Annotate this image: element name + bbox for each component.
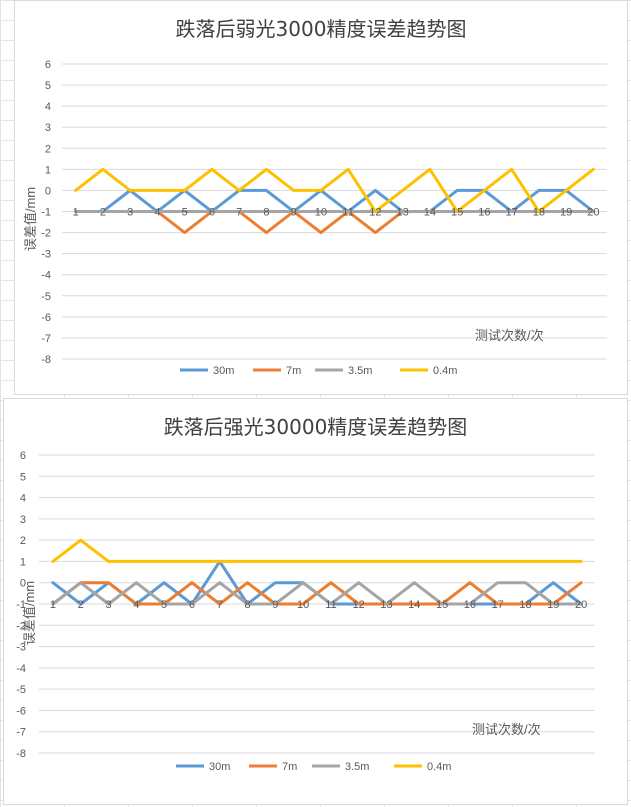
y-tick-label: 4: [45, 101, 51, 113]
legend-label: 30m: [209, 761, 230, 773]
x-tick-label: 4: [154, 207, 160, 219]
x-tick-label: 6: [189, 599, 195, 611]
y-tick-label: 1: [45, 164, 51, 176]
legend-label: 7m: [286, 365, 301, 377]
y-tick-label: 3: [20, 514, 26, 526]
y-tick-label: 4: [20, 493, 26, 505]
y-tick-label: -6: [16, 705, 26, 717]
y-tick-label: -2: [16, 620, 26, 632]
x-tick-label: 19: [547, 599, 559, 611]
x-tick-label: 13: [397, 207, 409, 219]
x-axis-title: 测试次数/次: [475, 328, 544, 343]
x-tick-label: 3: [105, 599, 111, 611]
x-tick-label: 11: [342, 207, 353, 219]
x-tick-label: 12: [369, 207, 381, 219]
x-tick-label: 17: [506, 207, 518, 219]
y-tick-label: -7: [16, 727, 26, 739]
x-tick-label: 4: [133, 599, 139, 611]
x-axis-title: 测试次数/次: [472, 722, 541, 737]
x-tick-label: 17: [492, 599, 504, 611]
y-tick-label: -2: [41, 228, 51, 240]
y-tick-label: 2: [20, 535, 26, 547]
y-tick-label: -4: [41, 270, 51, 282]
chart-title: 跌落后强光30000精度误差趋势图: [163, 415, 468, 439]
x-tick-label: 1: [50, 599, 56, 611]
legend-label: 30m: [213, 365, 234, 377]
x-tick-label: 13: [380, 599, 392, 611]
y-tick-label: -8: [16, 748, 26, 760]
x-tick-label: 16: [464, 599, 476, 611]
y-tick-label: 2: [45, 143, 51, 155]
x-tick-label: 7: [236, 207, 242, 219]
x-tick-label: 14: [424, 207, 436, 219]
legend-label: 0.4m: [427, 761, 451, 773]
legend-label: 3.5m: [348, 365, 372, 377]
y-tick-label: 3: [45, 122, 51, 134]
x-tick-label: 7: [217, 599, 223, 611]
y-tick-label: 0: [20, 578, 26, 590]
series-line-0.4m: [74, 167, 595, 213]
x-tick-label: 10: [315, 207, 327, 219]
x-tick-label: 2: [100, 207, 106, 219]
x-tick-label: 16: [478, 207, 490, 219]
y-tick-label: -5: [16, 684, 26, 696]
chart-title: 跌落后弱光3000精度误差趋势图: [175, 17, 467, 41]
x-tick-label: 19: [560, 207, 572, 219]
x-tick-label: 2: [78, 599, 84, 611]
x-tick-label: 14: [408, 599, 420, 611]
chart-panel-weak-light: 跌落后弱光3000精度误差趋势图 6 5 4 3 2 1 0 -1 -2 -3 -4 -5 -6 -7 -8…: [14, 0, 628, 395]
x-tick-label: 3: [127, 207, 133, 219]
x-tick-label: 8: [263, 207, 269, 219]
y-tick-label: 6: [45, 59, 51, 71]
x-tick-label: 11: [325, 599, 336, 611]
y-tick-label: 0: [45, 185, 51, 197]
y-tick-label: -1: [41, 207, 51, 219]
y-axis-title: 误差值/mm: [23, 187, 38, 251]
x-tick-label: 1: [73, 207, 79, 219]
x-tick-label: 20: [587, 207, 599, 219]
legend-label: 7m: [282, 761, 297, 773]
x-tick-label: 10: [297, 599, 309, 611]
legend-label: 3.5m: [345, 761, 369, 773]
y-tick-label: 5: [20, 471, 26, 483]
x-tick-label: 6: [209, 207, 215, 219]
y-tick-label: 1: [20, 556, 26, 568]
y-tick-label: -4: [16, 663, 26, 675]
y-tick-label: -3: [16, 642, 26, 654]
y-tick-label: 6: [20, 450, 26, 462]
y-axis-title: 误差值/mm: [22, 581, 37, 645]
y-tick-label: -3: [41, 249, 51, 261]
x-tick-label: 9: [272, 599, 278, 611]
x-tick-label: 5: [161, 599, 167, 611]
chart-panel-strong-light: 跌落后强光30000精度误差趋势图 6 5 4 3 2 1 0 -1 -2 -3 -4 -5 -6 -7-…: [3, 398, 628, 805]
x-tick-label: 12: [353, 599, 365, 611]
series-line-3.5m: [51, 581, 583, 606]
x-tick-label: 18: [519, 599, 531, 611]
y-tick-label: -6: [41, 312, 51, 324]
series-line-30m: [74, 188, 595, 213]
x-tick-label: 18: [533, 207, 545, 219]
y-tick-label: -1: [16, 599, 26, 611]
x-tick-label: 15: [451, 207, 463, 219]
x-tick-label: 5: [182, 207, 188, 219]
legend-label: 0.4m: [433, 365, 457, 377]
x-tick-label: 15: [436, 599, 448, 611]
y-tick-label: -5: [41, 291, 51, 303]
series-line-0.4m: [51, 538, 583, 563]
x-tick-label: 20: [575, 599, 587, 611]
y-tick-label: -7: [41, 333, 51, 345]
x-tick-label: 9: [291, 207, 297, 219]
y-tick-label: -8: [41, 354, 51, 366]
y-tick-label: 5: [45, 80, 51, 92]
x-tick-label: 8: [244, 599, 250, 611]
